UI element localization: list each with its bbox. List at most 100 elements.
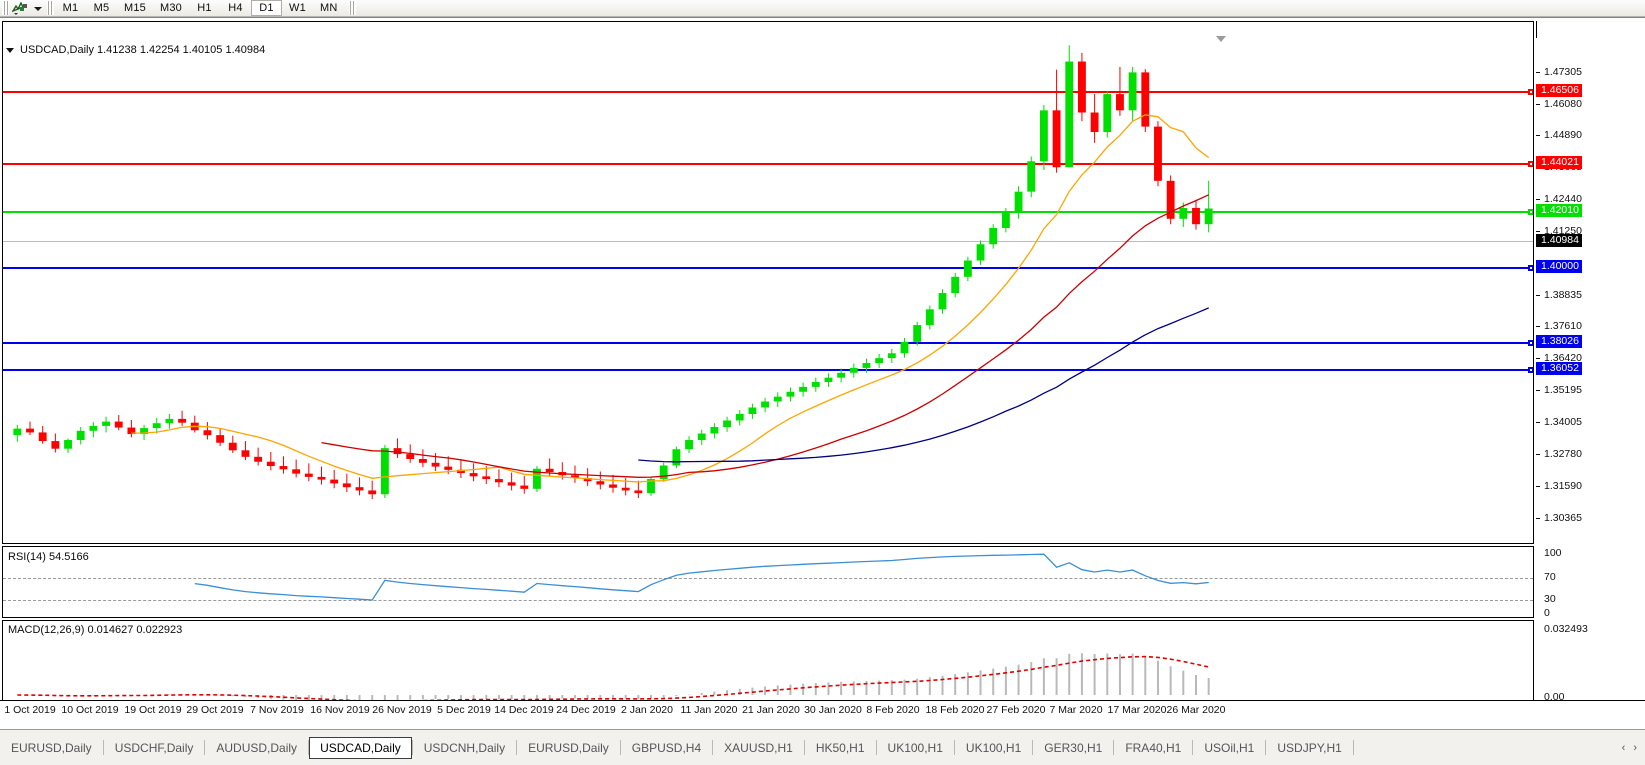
chart-menu-caret-icon[interactable]: [6, 47, 14, 53]
price-level-line-1.44021[interactable]: [3, 161, 1533, 167]
chart-template-icon[interactable]: [11, 1, 31, 16]
chart-tab-gbpusd-h4[interactable]: GBPUSD,H4: [631, 741, 702, 755]
chart-template-dropdown[interactable]: [31, 1, 44, 16]
date-axis-label: 18 Feb 2020: [925, 704, 985, 716]
chart-tab-hk50-h1[interactable]: HK50,H1: [815, 741, 865, 755]
price-tick-label: 1.32780: [1544, 448, 1582, 460]
tab-divider: [1265, 740, 1267, 755]
price-tick: [1536, 454, 1540, 455]
chart-shift-marker[interactable]: [1216, 36, 1227, 42]
macd-plot: [17, 653, 1210, 704]
price-tick: [1536, 422, 1540, 423]
candlestick-plot: [13, 45, 1213, 500]
timeframe-button-w1[interactable]: W1: [289, 2, 306, 14]
tab-divider: [712, 740, 714, 755]
chart-tab-fra40-h1[interactable]: FRA40,H1: [1125, 741, 1182, 755]
price-tick: [1536, 486, 1540, 487]
rsi-tick-label: 30: [1544, 593, 1556, 605]
macd-pane[interactable]: [2, 620, 1534, 714]
timeframe-button-m15[interactable]: M15: [124, 2, 146, 14]
price-tick-label: 1.42440: [1544, 193, 1582, 205]
price-level-badge-1.46506[interactable]: 1.46506: [1536, 84, 1582, 97]
price-level-handle[interactable]: [1528, 161, 1533, 167]
tab-divider: [411, 740, 413, 755]
rsi-tick-label: 100: [1544, 547, 1562, 559]
price-level-handle[interactable]: [1528, 340, 1533, 346]
rsi-tick-label: 70: [1544, 571, 1556, 583]
tab-divider: [308, 740, 310, 755]
tab-next-button[interactable]: ›: [1633, 741, 1637, 754]
price-level-badge-1.40000[interactable]: 1.40000: [1536, 260, 1582, 273]
date-axis-label: 8 Feb 2020: [866, 704, 920, 716]
tab-divider: [875, 740, 877, 755]
price-level-badge-1.44021[interactable]: 1.44021: [1536, 156, 1582, 169]
timeframe-button-mn[interactable]: MN: [320, 2, 338, 14]
price-tick: [1536, 72, 1540, 73]
chart-tab-eurusd-daily[interactable]: EURUSD,Daily: [528, 741, 609, 755]
price-tick-label: 1.31590: [1544, 480, 1582, 492]
price-level-badge-1.38026[interactable]: 1.38026: [1536, 335, 1582, 348]
macd-header: MACD(12,26,9) 0.014627 0.022923: [8, 624, 183, 636]
price-tick-label: 1.44890: [1544, 129, 1582, 141]
chart-area: USDCAD,Daily 1.41238 1.42254 1.40105 1.4…: [0, 17, 1645, 714]
chart-tab-usdchf-daily[interactable]: USDCHF,Daily: [114, 741, 194, 755]
price-level-badge-1.40984[interactable]: 1.40984: [1536, 234, 1582, 247]
price-tick: [1536, 358, 1540, 359]
chart-tab-audusd-daily[interactable]: AUDUSD,Daily: [216, 741, 298, 755]
chart-symbol-ohlc: USDCAD,Daily 1.41238 1.42254 1.40105 1.4…: [20, 44, 266, 56]
date-axis-label: 11 Jan 2020: [680, 704, 738, 716]
chart-tab-usoil-h1[interactable]: USOil,H1: [1204, 741, 1255, 755]
chart-tab-ger30-h1[interactable]: GER30,H1: [1044, 741, 1103, 755]
price-level-line-1.36052[interactable]: [3, 367, 1533, 373]
date-axis-label: 19 Oct 2019: [124, 704, 182, 716]
timeframe-button-h4[interactable]: H4: [228, 2, 243, 14]
tab-divider: [1192, 740, 1194, 755]
date-axis-label: 24 Dec 2019: [556, 704, 616, 716]
rsi-header: RSI(14) 54.5166: [8, 551, 89, 563]
tab-prev-button[interactable]: ‹: [1621, 741, 1626, 754]
date-axis[interactable]: 1 Oct 2019 10 Oct 2019 19 Oct 2019 29 Oct 2…: [0, 700, 1645, 722]
price-axis[interactable]: 1.473051.460801.448901.436651.424401.412…: [1536, 38, 1645, 556]
price-level-line-1.40000[interactable]: [3, 265, 1533, 271]
price-level-badge-1.36052[interactable]: 1.36052: [1536, 362, 1582, 375]
chart-tab-usdcnh-daily[interactable]: USDCNH,Daily: [423, 741, 506, 755]
price-level-handle[interactable]: [1528, 89, 1533, 95]
tab-divider: [1113, 740, 1115, 755]
tab-divider: [1032, 740, 1034, 755]
timeframe-button-h1[interactable]: H1: [197, 2, 212, 14]
tab-divider: [953, 740, 955, 755]
timeframe-button-m1[interactable]: M1: [62, 2, 79, 14]
timeframe-button-m5[interactable]: M5: [93, 2, 110, 14]
price-tick-label: 1.46080: [1544, 98, 1582, 110]
price-level-handle[interactable]: [1528, 209, 1533, 215]
toolbar-grip[interactable]: [2, 1, 9, 15]
timeframe-button-m30[interactable]: M30: [160, 2, 182, 14]
rsi-overbought-line: [3, 578, 1533, 579]
date-axis-label: 7 Nov 2019: [250, 704, 304, 716]
price-tick-label: 1.30365: [1544, 512, 1582, 524]
price-tick: [1536, 231, 1540, 232]
rsi-plot: [194, 553, 1209, 601]
price-level-badge-1.42010[interactable]: 1.42010: [1536, 204, 1582, 217]
timeframe-button-d1[interactable]: D1: [251, 0, 282, 16]
chart-tab-usdcad-daily[interactable]: USDCAD,Daily: [309, 737, 412, 759]
chart-tab-xauusd-h1[interactable]: XAUUSD,H1: [724, 741, 793, 755]
chart-tab-usdjpy-h1[interactable]: USDJPY,H1: [1277, 741, 1342, 755]
date-axis-label: 26 Mar 2020: [1166, 704, 1226, 716]
price-pane[interactable]: [2, 21, 1534, 544]
price-tick: [1536, 135, 1540, 136]
chart-tab-eurusd-daily[interactable]: EURUSD,Daily: [11, 741, 92, 755]
price-tick: [1536, 326, 1540, 327]
price-level-handle[interactable]: [1528, 367, 1533, 373]
chart-tab-uk100-h1[interactable]: UK100,H1: [887, 741, 943, 755]
price-level-line-1.38026[interactable]: [3, 340, 1533, 346]
tab-divider: [1352, 740, 1354, 755]
timeframe-group: M1 M5 M15 M30 H1 H4 D1 W1 MN: [55, 0, 345, 16]
date-axis-label: 5 Dec 2019: [437, 704, 491, 716]
date-axis-label: 16 Nov 2019: [310, 704, 370, 716]
rsi-pane[interactable]: [2, 546, 1534, 618]
price-level-line-1.46506[interactable]: [3, 89, 1533, 95]
price-level-handle[interactable]: [1528, 265, 1533, 271]
chart-tab-uk100-h1[interactable]: UK100,H1: [965, 741, 1022, 755]
price-level-line-1.42010[interactable]: [3, 209, 1533, 215]
